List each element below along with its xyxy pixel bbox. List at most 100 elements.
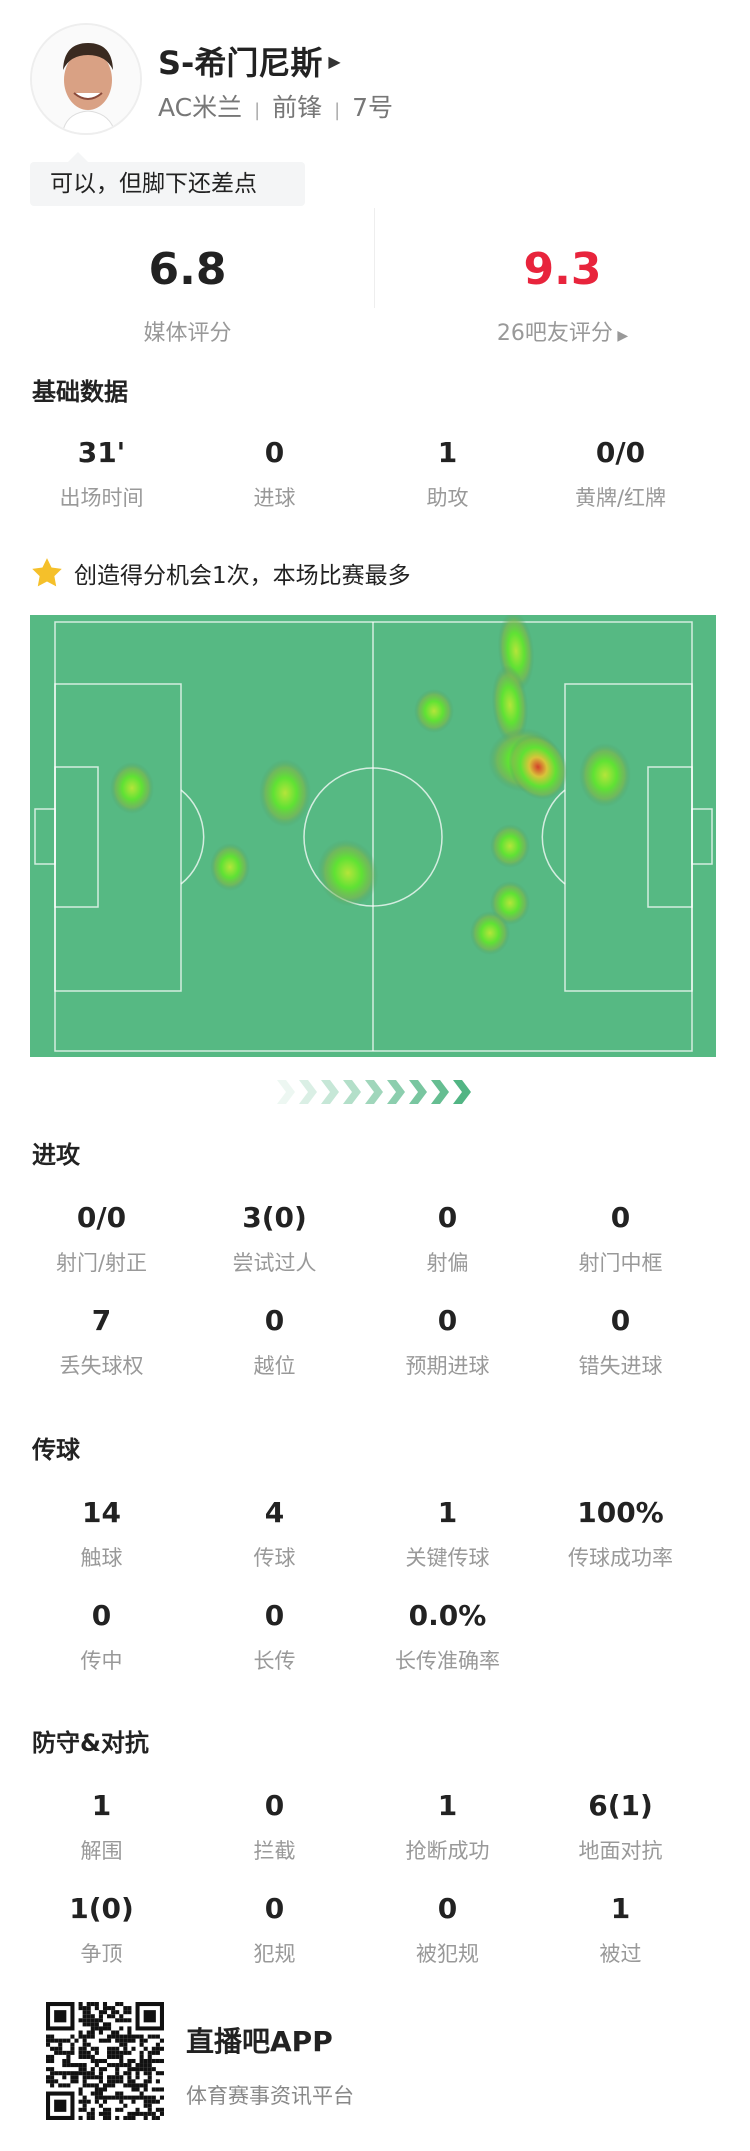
stat-item: 0 长传 bbox=[188, 1599, 361, 1702]
chevron-right-icon bbox=[321, 1080, 339, 1104]
player-name-link[interactable]: S-希门尼斯 ▶ bbox=[158, 38, 341, 84]
stat-label: 传球 bbox=[253, 1546, 296, 1570]
star-icon bbox=[32, 558, 62, 587]
stat-label: 传中 bbox=[80, 1649, 123, 1673]
stat-item: 1(0) 争顶 bbox=[15, 1892, 188, 1995]
attack-stats: 0/0 射门/射正 3(0) 尝试过人 0 射偏 0 射门中框 7 丢失球权 0 越位 0 预期进球 0 错失… bbox=[15, 1201, 707, 1407]
stat-value: 0.0% bbox=[408, 1599, 487, 1632]
heat-spot bbox=[490, 824, 530, 868]
heat-spot bbox=[317, 839, 379, 907]
stat-item: 0 预期进球 bbox=[361, 1304, 534, 1407]
stat-item: 1 被过 bbox=[534, 1892, 707, 1995]
fan-rating-link[interactable]: 26吧友评分 ▶ bbox=[375, 315, 750, 347]
chevron-right-icon bbox=[409, 1080, 427, 1104]
highlight-text: 创造得分机会1次，本场比赛最多 bbox=[74, 563, 411, 589]
stat-value: 14 bbox=[82, 1496, 121, 1529]
media-rating: 6.8 媒体评分 bbox=[0, 245, 375, 347]
heat-spot bbox=[470, 911, 510, 955]
stat-value: 1(0) bbox=[69, 1892, 134, 1925]
app-name: 直播吧APP bbox=[186, 2025, 333, 2058]
heat-spot bbox=[491, 665, 529, 745]
stat-label: 丢失球权 bbox=[59, 1354, 144, 1378]
stat-value: 0 bbox=[437, 1892, 458, 1925]
stat-item: 0 射门中框 bbox=[534, 1201, 707, 1304]
stat-value: 1 bbox=[610, 1892, 631, 1925]
stat-value: 1 bbox=[437, 1496, 458, 1529]
stat-item: 31' 出场时间 bbox=[15, 436, 188, 539]
stat-label: 射门中框 bbox=[578, 1251, 663, 1275]
stat-value: 6(1) bbox=[588, 1789, 653, 1822]
stat-value: 4 bbox=[264, 1496, 285, 1529]
chevron-right-icon bbox=[299, 1080, 317, 1104]
stat-label: 错失进球 bbox=[578, 1354, 663, 1378]
stat-value: 0 bbox=[264, 1599, 285, 1632]
stat-label: 犯规 bbox=[253, 1942, 296, 1966]
stat-value: 0/0 bbox=[76, 1201, 127, 1234]
defense-stats: 1 解围 0 拦截 1 抢断成功 6(1) 地面对抗 1(0) 争顶 0 犯规 0 被犯规 1 被过 bbox=[15, 1789, 707, 1995]
chevron-right-icon bbox=[387, 1080, 405, 1104]
stat-value: 0 bbox=[264, 1304, 285, 1337]
basic-stats: 31' 出场时间 0 进球 1 助攻 0/0 黄牌/红牌 bbox=[15, 436, 707, 539]
stat-label: 射门/射正 bbox=[55, 1251, 148, 1275]
fan-rating[interactable]: 9.3 26吧友评分 ▶ bbox=[375, 245, 750, 347]
position: 前锋 bbox=[272, 93, 323, 122]
stat-value: 0 bbox=[610, 1201, 631, 1234]
app-tagline: 体育赛事资讯平台 bbox=[186, 2084, 354, 2108]
stat-label: 出场时间 bbox=[59, 486, 144, 510]
stat-label: 被犯规 bbox=[416, 1942, 479, 1966]
heat-spot bbox=[110, 762, 154, 814]
heat-spot-hot bbox=[508, 734, 568, 800]
chevron-right-icon bbox=[277, 1080, 295, 1104]
section-title-passing: 传球 bbox=[32, 1436, 80, 1464]
highlight: 创造得分机会1次，本场比赛最多 bbox=[30, 556, 411, 590]
stat-item: 6(1) 地面对抗 bbox=[534, 1789, 707, 1892]
stat-label: 射偏 bbox=[426, 1251, 469, 1275]
stat-item: 0 错失进球 bbox=[534, 1304, 707, 1407]
stat-label: 预期进球 bbox=[405, 1354, 490, 1378]
player-avatar[interactable] bbox=[30, 23, 142, 135]
stat-item: 1 助攻 bbox=[361, 436, 534, 539]
stat-label: 被过 bbox=[599, 1942, 642, 1966]
section-title-attack: 进攻 bbox=[32, 1141, 80, 1169]
stat-label: 越位 bbox=[253, 1354, 296, 1378]
pitch-lines bbox=[34, 621, 713, 1052]
stat-item: 0.0% 长传准确率 bbox=[361, 1599, 534, 1702]
stat-label: 关键传球 bbox=[405, 1546, 490, 1570]
stat-label: 助攻 bbox=[426, 486, 469, 510]
stat-value: 0 bbox=[437, 1201, 458, 1234]
heatmap bbox=[30, 611, 716, 1057]
stat-item: 7 丢失球权 bbox=[15, 1304, 188, 1407]
stat-item: 1 关键传球 bbox=[361, 1496, 534, 1599]
separator: | bbox=[254, 100, 261, 121]
stat-item: 4 传球 bbox=[188, 1496, 361, 1599]
section-title-basic: 基础数据 bbox=[32, 378, 128, 406]
stat-value: 0 bbox=[610, 1304, 631, 1337]
stat-label: 长传准确率 bbox=[395, 1649, 500, 1673]
chevron-right-icon bbox=[431, 1080, 449, 1104]
fan-rating-label: 26吧友评分 bbox=[496, 321, 613, 346]
stat-item: 0 被犯规 bbox=[361, 1892, 534, 1995]
passing-stats: 14 触球 4 传球 1 关键传球 100% 传球成功率 0 传中 0 长传 0.0% 长传准确率 bbox=[15, 1496, 707, 1702]
stat-label: 解围 bbox=[80, 1839, 123, 1863]
stat-item: 1 抢断成功 bbox=[361, 1789, 534, 1892]
player-name: S-希门尼斯 bbox=[158, 44, 323, 82]
qr-code bbox=[46, 2002, 164, 2120]
stat-item: 0/0 黄牌/红牌 bbox=[534, 436, 707, 539]
stat-label: 进球 bbox=[253, 486, 296, 510]
stat-label: 长传 bbox=[253, 1649, 296, 1673]
stat-item: 14 触球 bbox=[15, 1496, 188, 1599]
shirt-number: 7号 bbox=[352, 93, 394, 122]
direction-arrows bbox=[275, 1078, 473, 1106]
stat-value: 1 bbox=[91, 1789, 112, 1822]
stat-item: 0 越位 bbox=[188, 1304, 361, 1407]
stat-value: 0 bbox=[264, 436, 285, 469]
stat-value: 0/0 bbox=[595, 436, 646, 469]
stat-item: 100% 传球成功率 bbox=[534, 1496, 707, 1599]
player-photo bbox=[32, 25, 140, 133]
heat-spot bbox=[579, 743, 631, 807]
heat-spot bbox=[210, 843, 250, 891]
separator: | bbox=[334, 100, 341, 121]
stat-value: 100% bbox=[577, 1496, 664, 1529]
fan-rating-value: 9.3 bbox=[523, 244, 602, 295]
stat-value: 31' bbox=[77, 436, 126, 469]
